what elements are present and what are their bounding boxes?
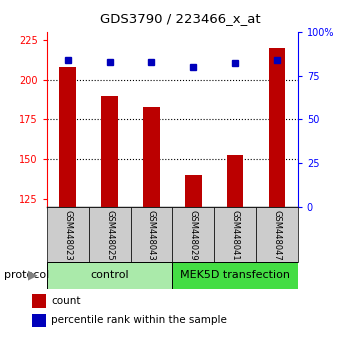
- Text: ▶: ▶: [28, 269, 37, 282]
- Bar: [173, 262, 298, 289]
- Text: MEK5D transfection: MEK5D transfection: [180, 270, 290, 280]
- Bar: [269, 48, 285, 207]
- Text: GSM448029: GSM448029: [189, 210, 198, 261]
- Text: GSM448043: GSM448043: [147, 210, 156, 261]
- Text: count: count: [51, 296, 81, 306]
- Bar: [214, 207, 256, 262]
- Bar: [101, 96, 118, 207]
- Bar: [131, 207, 173, 262]
- Bar: [143, 107, 160, 207]
- Text: protocol: protocol: [4, 270, 49, 280]
- Text: GSM448041: GSM448041: [231, 210, 240, 261]
- Text: GSM448025: GSM448025: [105, 210, 114, 261]
- Text: control: control: [90, 270, 129, 280]
- Bar: [89, 207, 131, 262]
- Bar: [227, 154, 243, 207]
- Bar: [47, 262, 173, 289]
- Bar: [32, 294, 46, 308]
- Bar: [32, 314, 46, 327]
- Text: GDS3790 / 223466_x_at: GDS3790 / 223466_x_at: [100, 12, 261, 25]
- Bar: [60, 67, 76, 207]
- Text: percentile rank within the sample: percentile rank within the sample: [51, 315, 227, 325]
- Text: GSM448047: GSM448047: [273, 210, 282, 261]
- Bar: [47, 207, 89, 262]
- Bar: [185, 175, 202, 207]
- Bar: [173, 207, 214, 262]
- Text: GSM448023: GSM448023: [63, 210, 72, 261]
- Bar: [256, 207, 298, 262]
